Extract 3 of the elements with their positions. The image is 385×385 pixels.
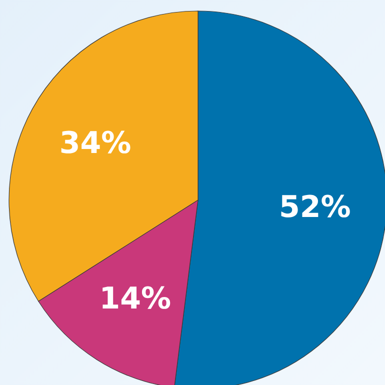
data-label: 14% [99, 281, 172, 316]
data-label: 52% [279, 190, 351, 225]
data-label: 34% [59, 126, 132, 162]
